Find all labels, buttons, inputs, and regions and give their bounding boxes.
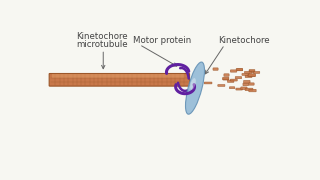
FancyBboxPatch shape (228, 80, 234, 82)
FancyBboxPatch shape (235, 77, 242, 79)
Text: Kinetochore: Kinetochore (76, 32, 128, 41)
FancyBboxPatch shape (230, 79, 237, 81)
FancyBboxPatch shape (241, 87, 247, 90)
FancyBboxPatch shape (245, 75, 252, 78)
FancyBboxPatch shape (249, 69, 255, 72)
FancyBboxPatch shape (49, 73, 189, 86)
FancyBboxPatch shape (223, 78, 228, 80)
FancyBboxPatch shape (230, 70, 237, 72)
FancyBboxPatch shape (244, 71, 252, 73)
FancyBboxPatch shape (237, 69, 243, 71)
FancyBboxPatch shape (242, 73, 250, 75)
FancyBboxPatch shape (218, 85, 225, 86)
FancyBboxPatch shape (223, 77, 229, 80)
FancyBboxPatch shape (244, 80, 250, 83)
Ellipse shape (190, 78, 196, 90)
FancyBboxPatch shape (249, 89, 256, 92)
Text: Motor protein: Motor protein (133, 36, 191, 45)
FancyBboxPatch shape (248, 75, 255, 77)
FancyBboxPatch shape (204, 82, 212, 84)
FancyBboxPatch shape (249, 70, 254, 73)
FancyBboxPatch shape (236, 88, 243, 90)
FancyBboxPatch shape (253, 71, 260, 73)
FancyBboxPatch shape (224, 74, 229, 76)
FancyBboxPatch shape (249, 83, 254, 85)
FancyBboxPatch shape (213, 68, 218, 70)
FancyBboxPatch shape (245, 88, 253, 91)
FancyBboxPatch shape (243, 83, 249, 86)
FancyBboxPatch shape (236, 68, 243, 71)
Ellipse shape (186, 62, 204, 114)
FancyBboxPatch shape (248, 74, 256, 76)
Text: microtubule: microtubule (76, 40, 128, 49)
FancyBboxPatch shape (229, 87, 235, 89)
FancyBboxPatch shape (52, 74, 184, 78)
Text: Kinetochore: Kinetochore (219, 36, 270, 45)
